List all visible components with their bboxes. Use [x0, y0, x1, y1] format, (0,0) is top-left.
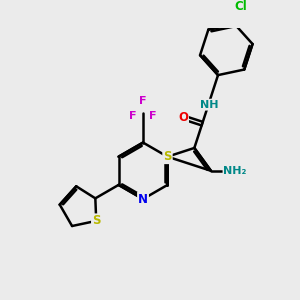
- Text: F: F: [139, 96, 147, 106]
- Text: O: O: [178, 111, 188, 124]
- Text: NH₂: NH₂: [224, 166, 247, 176]
- Text: F: F: [129, 111, 136, 121]
- Text: F: F: [149, 111, 157, 121]
- Text: S: S: [163, 150, 172, 163]
- Text: NH: NH: [200, 100, 219, 110]
- Text: S: S: [92, 214, 100, 227]
- Text: N: N: [138, 193, 148, 206]
- Text: Cl: Cl: [234, 0, 247, 13]
